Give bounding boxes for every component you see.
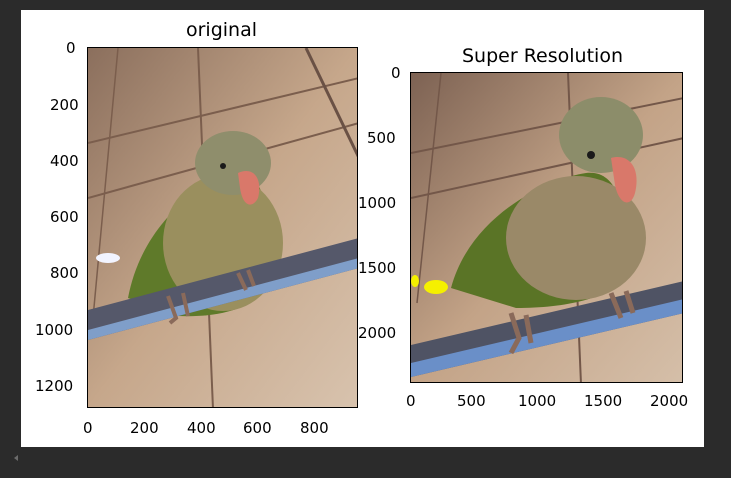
- xtick-label: 0: [83, 419, 93, 437]
- xtick-label: 0: [406, 392, 416, 410]
- xtick-label: 1500: [584, 392, 623, 410]
- ytick-label: 1500: [358, 259, 397, 277]
- xtick-label: 2000: [650, 392, 689, 410]
- ytick-label: 1000: [35, 321, 74, 339]
- plot-title-super-resolution: Super Resolution: [462, 45, 623, 67]
- figure: original: [21, 10, 704, 447]
- ytick-label: 1000: [358, 194, 397, 212]
- ytick-label: 1200: [35, 377, 74, 395]
- ytick-label: 200: [50, 96, 79, 114]
- xtick-label: 600: [243, 419, 272, 437]
- xtick-label: 200: [130, 419, 159, 437]
- ytick-label: 800: [50, 264, 79, 282]
- xtick-label: 500: [457, 392, 486, 410]
- output-cell: original: [21, 10, 704, 447]
- triangle-left-icon[interactable]: [14, 455, 18, 461]
- ytick-label: 0: [66, 39, 76, 57]
- ytick-label: 500: [367, 129, 396, 147]
- xtick-label: 1000: [518, 392, 557, 410]
- plot-title-original: original: [186, 19, 258, 41]
- xtick-label: 400: [187, 419, 216, 437]
- ytick-label: 600: [50, 208, 79, 226]
- parrot-original-image: [87, 47, 358, 408]
- parrot-super-resolution-image: [410, 72, 683, 383]
- ytick-label: 400: [50, 152, 79, 170]
- ytick-label: 0: [391, 64, 401, 82]
- xtick-label: 800: [300, 419, 329, 437]
- ytick-label: 2000: [358, 324, 397, 342]
